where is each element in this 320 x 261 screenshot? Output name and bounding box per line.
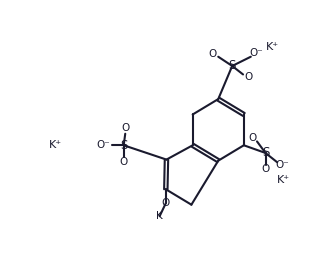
Text: S: S: [228, 60, 236, 73]
Text: O: O: [120, 157, 128, 167]
Text: O: O: [208, 49, 216, 59]
Text: O: O: [248, 133, 256, 143]
Text: K⁺: K⁺: [49, 140, 62, 150]
Text: O⁻: O⁻: [276, 160, 290, 170]
Text: O⁻: O⁻: [249, 48, 263, 58]
Text: O⁻: O⁻: [97, 140, 110, 150]
Text: K⁺: K⁺: [266, 43, 279, 52]
Text: S: S: [120, 139, 127, 152]
Text: O: O: [121, 123, 129, 133]
Text: O: O: [261, 164, 270, 174]
Text: O: O: [162, 198, 170, 208]
Text: O: O: [244, 72, 252, 82]
Text: K⁺: K⁺: [277, 175, 290, 185]
Text: K: K: [156, 211, 163, 221]
Text: S: S: [262, 146, 269, 159]
